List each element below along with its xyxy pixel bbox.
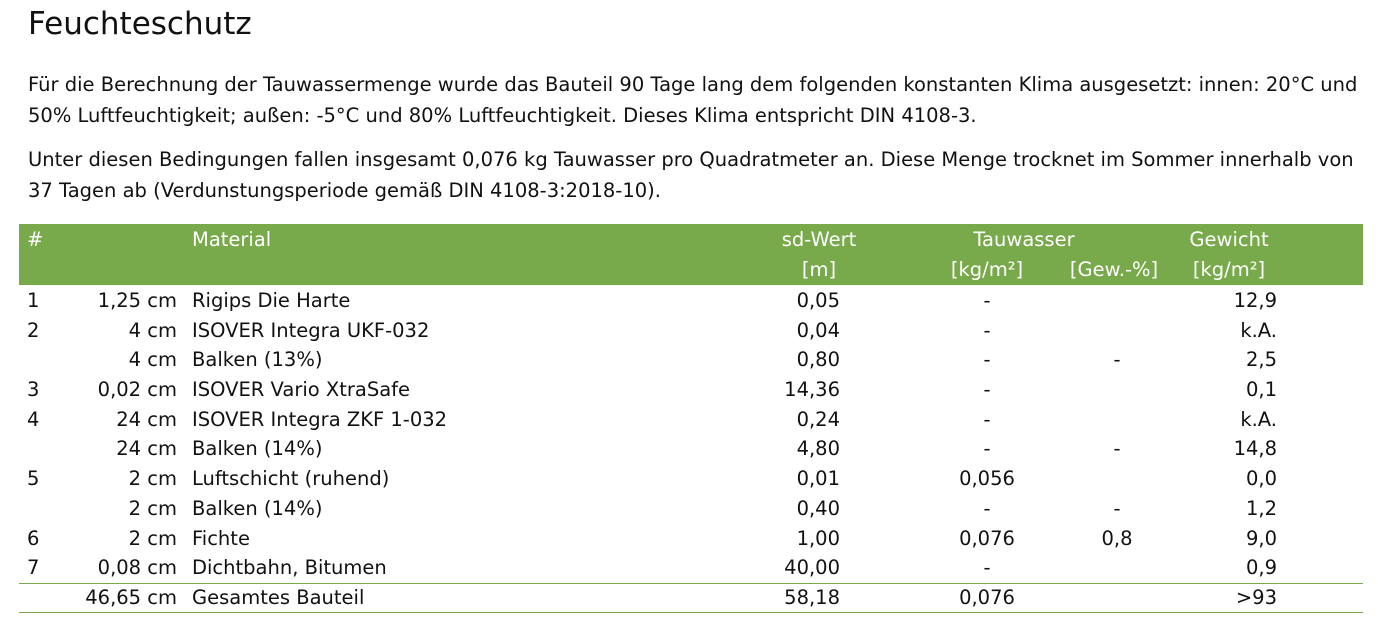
row-tau-kg: -: [983, 318, 991, 342]
total-thickness: 46,65 cm: [85, 585, 177, 609]
row-num: 6: [27, 526, 40, 550]
total-sd: 58,18: [784, 585, 840, 609]
row-sd: 0,80: [796, 348, 840, 372]
row-material: Rigips Die Harte: [192, 289, 351, 312]
row-material: Luftschicht (ruhend): [192, 467, 390, 491]
row-tau-kg: 0,056: [959, 467, 1015, 491]
row-material: Dichtbahn, Bitumen: [192, 556, 387, 580]
table-row: 2 cm Balken (14%) 0,40 - - 1,2: [19, 494, 1363, 524]
header-num: #: [27, 228, 44, 251]
table-row: 3 0,02 cm ISOVER Vario XtraSafe 14,36 - …: [19, 375, 1363, 405]
row-sd: 1,00: [796, 526, 840, 550]
table-body: 1 1,25 cm Rigips Die Harte 0,05 - 12,9 2…: [19, 285, 1363, 613]
row-thickness: 4 cm: [128, 348, 177, 372]
row-tau-kg: -: [983, 289, 991, 312]
total-material: Gesamtes Bauteil: [192, 585, 365, 609]
row-tau-kg: -: [983, 496, 991, 520]
row-num: 1: [27, 289, 40, 312]
row-num: 4: [27, 407, 40, 431]
row-thickness: 1,25 cm: [97, 289, 177, 312]
row-sd: 0,04: [796, 318, 840, 342]
header-tau-unit-kg: [kg/m²]: [950, 258, 1024, 281]
row-num: 2: [27, 318, 40, 342]
row-weight: 14,8: [1233, 437, 1277, 461]
table-row: 6 2 cm Fichte 1,00 0,076 0,8 9,0: [19, 524, 1363, 554]
row-num: 3: [27, 378, 40, 402]
row-num: 7: [27, 556, 40, 580]
row-tau-kg: -: [983, 437, 991, 461]
row-thickness: 2 cm: [128, 467, 177, 491]
moisture-table: # Material sd-Wert [m] Tauwasser [kg/m²]…: [19, 224, 1363, 613]
row-material: Fichte: [192, 526, 250, 550]
table-row: 4 24 cm ISOVER Integra ZKF 1-032 0,24 - …: [19, 405, 1363, 435]
table-row: 7 0,08 cm Dichtbahn, Bitumen 40,00 - 0,9: [19, 553, 1363, 583]
header-tauwasser: Tauwasser: [973, 228, 1075, 251]
table-header: # Material sd-Wert [m] Tauwasser [kg/m²]…: [19, 224, 1363, 285]
row-thickness: 0,08 cm: [97, 556, 177, 580]
row-sd: 0,05: [796, 289, 840, 312]
row-tau-kg: -: [983, 348, 991, 372]
row-weight: 0,9: [1245, 556, 1277, 580]
header-gewicht: Gewicht: [1189, 228, 1269, 251]
table-row: 5 2 cm Luftschicht (ruhend) 0,01 0,056 0…: [19, 464, 1363, 494]
row-tau-kg: -: [983, 378, 991, 402]
row-thickness: 4 cm: [128, 318, 177, 342]
row-tau-gew: 0,8: [1101, 526, 1133, 550]
row-tau-gew: -: [1113, 437, 1121, 461]
row-sd: 14,36: [784, 378, 840, 402]
row-thickness: 2 cm: [128, 496, 177, 520]
page-title: Feuchteschutz: [28, 6, 252, 42]
row-thickness: 24 cm: [116, 407, 177, 431]
row-weight: 0,1: [1245, 378, 1277, 402]
header-material: Material: [192, 228, 272, 251]
row-sd: 0,01: [796, 467, 840, 491]
total-weight: >93: [1235, 585, 1277, 609]
row-material: Balken (14%): [192, 437, 323, 461]
row-tau-kg: -: [983, 556, 991, 580]
row-thickness: 24 cm: [116, 437, 177, 461]
row-sd: 4,80: [796, 437, 840, 461]
header-sd: sd-Wert: [781, 228, 857, 251]
row-thickness: 0,02 cm: [97, 378, 177, 402]
row-tau-gew: -: [1113, 348, 1121, 372]
row-weight: 0,0: [1245, 467, 1277, 491]
total-tau-kg: 0,076: [959, 585, 1015, 609]
row-material: ISOVER Integra ZKF 1-032: [192, 407, 448, 431]
row-num: 5: [27, 467, 40, 491]
row-weight: 9,0: [1245, 526, 1277, 550]
row-tau-kg: 0,076: [959, 526, 1015, 550]
table-row: 2 4 cm ISOVER Integra UKF-032 0,04 - k.A…: [19, 316, 1363, 346]
row-tau-gew: -: [1113, 496, 1121, 520]
row-tau-kg: -: [983, 407, 991, 431]
row-weight: 12,9: [1233, 289, 1277, 312]
row-sd: 40,00: [784, 556, 840, 580]
table-total-row: 46,65 cm Gesamtes Bauteil 58,18 0,076 >9…: [19, 582, 1363, 613]
row-material: ISOVER Integra UKF-032: [192, 318, 430, 342]
row-sd: 0,40: [796, 496, 840, 520]
row-weight: 2,5: [1245, 348, 1277, 372]
row-weight: k.A.: [1240, 407, 1277, 431]
header-sd-unit: [m]: [801, 258, 837, 281]
table-row: 4 cm Balken (13%) 0,80 - - 2,5: [19, 345, 1363, 375]
row-weight: k.A.: [1240, 318, 1277, 342]
row-weight: 1,2: [1245, 496, 1277, 520]
intro-paragraph-climate: Für die Berechnung der Tauwassermenge wu…: [28, 73, 1358, 127]
row-sd: 0,24: [796, 407, 840, 431]
row-material: Balken (14%): [192, 496, 323, 520]
table-row: 1 1,25 cm Rigips Die Harte 0,05 - 12,9: [19, 286, 1363, 316]
row-material: Balken (13%): [192, 348, 323, 372]
row-thickness: 2 cm: [128, 526, 177, 550]
header-tau-unit-gew: [Gew.-%]: [1069, 258, 1159, 281]
table-row: 24 cm Balken (14%) 4,80 - - 14,8: [19, 434, 1363, 464]
intro-paragraph-result: Unter diesen Bedingungen fallen insgesam…: [28, 148, 1354, 202]
row-material: ISOVER Vario XtraSafe: [192, 378, 411, 402]
header-gewicht-unit: [kg/m²]: [1192, 258, 1266, 281]
